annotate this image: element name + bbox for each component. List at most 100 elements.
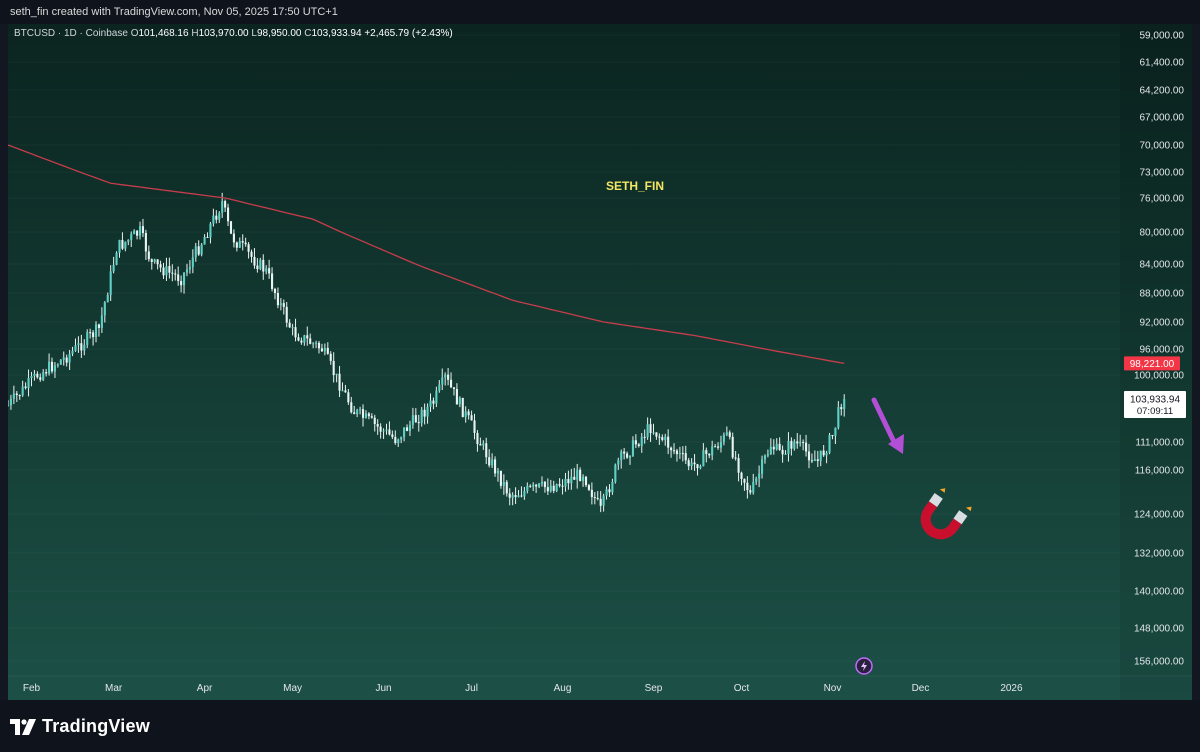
candle-body	[488, 457, 491, 466]
candle-body	[634, 440, 637, 445]
candle-body	[455, 388, 458, 405]
candle-body	[664, 436, 667, 440]
candle-body	[400, 437, 403, 440]
tradingview-logo[interactable]: TradingView	[10, 716, 150, 737]
candle-body	[256, 265, 259, 270]
candle-body	[224, 201, 227, 208]
candle-body	[523, 491, 526, 497]
candle-body	[18, 395, 21, 397]
candle-body	[449, 379, 453, 388]
x-tick-label: Feb	[23, 683, 41, 694]
candle-body	[508, 493, 511, 498]
candle-body	[191, 257, 194, 268]
candle-body	[138, 226, 142, 236]
candle-body	[796, 441, 799, 444]
candle-body	[670, 447, 673, 451]
candle-body	[772, 446, 775, 450]
candle-body	[828, 435, 831, 453]
candle-body	[297, 337, 300, 341]
candle-body	[265, 268, 268, 272]
candle-body	[56, 364, 59, 366]
candle-body	[356, 409, 359, 415]
candle-body	[667, 436, 670, 448]
chart-area[interactable]: SETH_FIN 59,000.00 61,400.00 64,200.00 67,0…	[8, 24, 1192, 700]
candle-body	[21, 386, 24, 396]
candle-body	[279, 303, 282, 306]
candle-body	[778, 443, 781, 450]
candle-body	[649, 424, 652, 434]
y-tick-label: 61,400.00	[1140, 58, 1185, 69]
y-tick-label: 148,000.00	[1134, 624, 1184, 635]
candle-body	[159, 264, 162, 268]
candle-body	[840, 407, 843, 410]
candle-body	[27, 378, 30, 389]
y-tick-label: 84,000.00	[1140, 260, 1185, 271]
candle-body	[168, 266, 171, 273]
candle-body	[596, 497, 599, 499]
watermark-text: SETH_FIN	[606, 179, 664, 193]
x-tick-label: Jul	[465, 683, 478, 694]
candle-body	[570, 476, 573, 484]
candle-body	[153, 259, 156, 262]
candle-body	[294, 327, 297, 338]
y-tick-label: 80,000.00	[1140, 228, 1185, 239]
candle-body	[576, 469, 579, 480]
y-tick-label: 73,000.00	[1140, 168, 1185, 179]
candle-body	[802, 441, 805, 443]
candle-body	[253, 256, 256, 266]
candle-body	[602, 495, 605, 506]
candle-body	[309, 338, 312, 344]
candle-body	[493, 459, 497, 474]
candle-body	[197, 246, 200, 255]
candle-body	[74, 345, 77, 351]
candle-body	[740, 472, 743, 479]
candle-body	[769, 446, 772, 455]
candle-body	[320, 348, 323, 352]
candle-body	[719, 442, 723, 448]
candle-body	[71, 350, 74, 354]
candle-body	[373, 417, 376, 424]
candle-body	[540, 481, 544, 484]
last-price-tag-text: 103,933.94	[1130, 394, 1180, 405]
candle-body	[538, 483, 541, 487]
ma-line[interactable]	[8, 144, 845, 365]
candle-body	[48, 361, 51, 374]
candle-body	[658, 436, 661, 438]
candle-body	[92, 332, 95, 338]
candle-body	[405, 427, 409, 431]
candle-body	[83, 344, 86, 351]
candle-body	[388, 429, 391, 435]
tradingview-logo-icon	[10, 718, 36, 735]
candle-body	[511, 494, 514, 498]
candle-body	[690, 462, 693, 467]
candle-body	[344, 390, 347, 393]
candle-body	[271, 273, 274, 289]
candle-body	[805, 442, 808, 452]
price-chart[interactable]: SETH_FIN 59,000.00 61,400.00 64,200.00 67,0…	[8, 24, 1192, 700]
candle-body	[323, 347, 326, 352]
candle-body	[420, 409, 423, 424]
brand-text: TradingView	[42, 716, 150, 736]
candle-body	[473, 420, 476, 433]
candle-body	[681, 453, 684, 455]
candle-body	[587, 485, 590, 490]
y-tick-label: 124,000.00	[1134, 510, 1184, 521]
candle-body	[109, 271, 112, 295]
candle-body	[39, 377, 42, 380]
x-tick-label: Jun	[375, 683, 391, 694]
candle-body	[326, 347, 329, 354]
y-tick-label: 156,000.00	[1134, 657, 1184, 668]
candle-body	[605, 489, 608, 496]
candle-body	[144, 232, 147, 252]
candle-body	[86, 332, 89, 345]
lightning-icon[interactable]	[855, 657, 873, 675]
candle-body	[737, 458, 740, 473]
candle-body	[584, 476, 588, 486]
candle-body	[361, 409, 365, 418]
low-label: L	[251, 28, 257, 39]
candle-body	[353, 412, 356, 415]
candle-body	[106, 294, 109, 303]
candle-body	[678, 453, 681, 455]
candle-body	[593, 497, 596, 499]
candle-body	[241, 241, 244, 243]
